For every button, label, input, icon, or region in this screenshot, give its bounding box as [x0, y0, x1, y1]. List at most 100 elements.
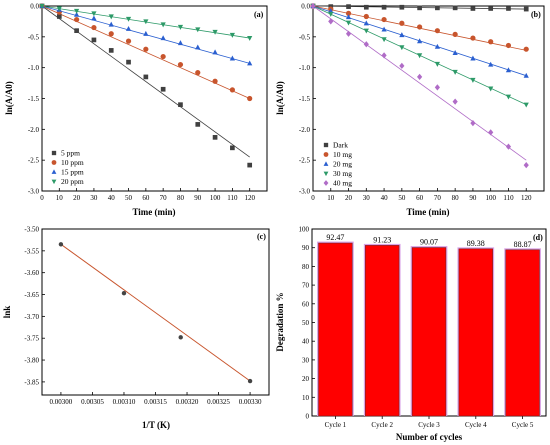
- data-point: [91, 15, 97, 21]
- data-point: [470, 55, 476, 61]
- data-point: [177, 61, 184, 68]
- x-tick-label: 0.00315: [144, 398, 167, 406]
- x-tick-label: 120: [521, 194, 532, 202]
- data-point: [523, 102, 529, 108]
- bar: [458, 248, 493, 417]
- bar-value-label: 91.23: [373, 235, 391, 244]
- data-point: [399, 62, 405, 69]
- data-point: [74, 8, 80, 14]
- x-tick-label: 20: [345, 194, 353, 202]
- data-point: [195, 27, 201, 33]
- panel-label: (d): [533, 233, 543, 242]
- data-point: [91, 37, 97, 43]
- data-point: [523, 46, 529, 52]
- y-axis-title: ln(A/A0): [275, 81, 285, 115]
- data-point: [160, 86, 166, 92]
- y-tick-label: 100: [299, 226, 310, 234]
- x-tick-label: 90: [469, 194, 477, 202]
- y-tick-label: -3.75: [24, 335, 39, 343]
- x-tick-label: Cycle 1: [325, 421, 347, 429]
- data-point: [74, 16, 80, 23]
- x-tick-label: 70: [434, 194, 442, 202]
- legend-label: 30 mg: [333, 169, 352, 178]
- data-point: [505, 143, 512, 150]
- y-tick-label: 40: [302, 338, 310, 346]
- data-point: [125, 38, 132, 44]
- data-point: [523, 161, 529, 169]
- bar: [505, 249, 540, 417]
- data-point: [91, 24, 97, 31]
- data-point: [452, 31, 458, 37]
- x-tick-label: 0: [40, 194, 44, 202]
- data-point: [399, 20, 405, 26]
- axes: 0 10 20 30 40 50 60 70 80 90 100 110 120 0.0 -0.5 -1.0 -…: [299, 3, 532, 203]
- data-point: [488, 129, 494, 136]
- data-point: [56, 14, 62, 19]
- y-axis-title: Degradation %: [275, 292, 285, 351]
- data-point: [505, 42, 512, 49]
- data-point: [51, 160, 57, 165]
- data-point: [488, 61, 494, 67]
- data-point: [488, 6, 494, 11]
- y-tick-label: -3.0: [28, 188, 40, 196]
- bars: 92.47 91.23 90.07 89.38 88.87: [317, 233, 541, 417]
- x-tick-label: 60: [416, 194, 424, 202]
- data-point: [452, 98, 458, 105]
- data-point: [125, 16, 132, 22]
- data-point: [51, 169, 57, 174]
- data-point: [328, 8, 334, 14]
- data-point: [323, 180, 329, 186]
- data-point: [381, 37, 387, 43]
- data-point: [39, 3, 45, 9]
- data-point: [381, 4, 387, 10]
- x-tick-label: 70: [160, 194, 168, 202]
- bar-value-label: 88.87: [514, 240, 532, 249]
- data-point: [108, 48, 114, 53]
- data-point: [229, 32, 235, 38]
- data-point: [310, 2, 316, 10]
- data-point: [435, 5, 440, 11]
- data-point: [399, 45, 405, 51]
- y-tick-label: -0.5: [299, 33, 311, 41]
- axes: 0.00300 0.00305 0.00310 0.00315 0.00320 0.003…: [24, 226, 262, 407]
- data-point: [143, 19, 149, 25]
- data-points: [39, 3, 253, 168]
- x-tick-label: 120: [244, 194, 255, 202]
- x-tick-label: 30: [90, 194, 98, 202]
- data-point: [417, 24, 423, 30]
- x-tick-label: 80: [177, 194, 185, 202]
- x-axis-title: Time (min): [132, 207, 175, 217]
- data-point: [434, 61, 440, 67]
- y-axis-title: lnk: [2, 306, 12, 319]
- legend-label: 15 ppm: [61, 168, 84, 177]
- x-tick-label: 10: [327, 194, 335, 202]
- panel-label: (a): [254, 10, 264, 19]
- data-point: [247, 162, 253, 168]
- x-tick-label: 50: [125, 194, 133, 202]
- data-point: [323, 152, 329, 157]
- y-tick-label: 50: [302, 319, 310, 327]
- data-point: [505, 67, 512, 73]
- y-tick-label: -2.5: [28, 157, 40, 165]
- data-point: [143, 30, 149, 36]
- data-point: [328, 11, 334, 17]
- data-point: [363, 41, 369, 48]
- bar: [365, 245, 400, 417]
- data-point: [417, 5, 422, 11]
- data-point: [247, 60, 253, 66]
- data-point: [108, 21, 114, 27]
- data-points: [58, 242, 253, 384]
- fit-line: [60, 243, 251, 382]
- data-point: [363, 4, 369, 10]
- y-tick-label: -2.5: [299, 157, 311, 165]
- fit-lines: [60, 243, 251, 382]
- x-tick-label: 100: [485, 194, 496, 202]
- data-point: [399, 32, 405, 38]
- x-tick-label: 30: [363, 194, 371, 202]
- data-point: [51, 150, 57, 156]
- y-tick-label: 0: [306, 413, 310, 421]
- x-tick-label: 100: [210, 194, 221, 202]
- y-tick-label: -3.0: [299, 188, 311, 196]
- y-tick-label: -3.60: [24, 269, 39, 277]
- axes: 0 10 20 30 40 50 60 70 80 90 100 Cycle 1 Cycle 2 Cycl…: [299, 226, 534, 430]
